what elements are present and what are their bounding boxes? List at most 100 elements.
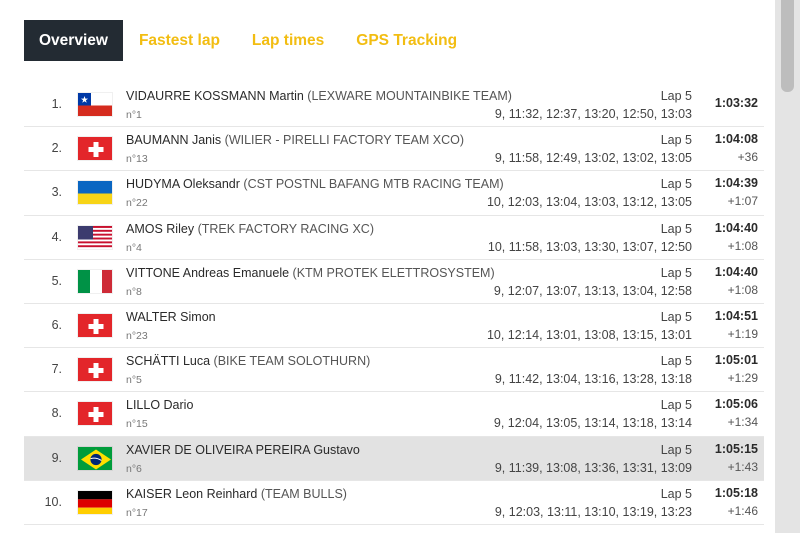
lap-label: Lap 5 <box>660 265 692 280</box>
switzerland-flag <box>77 312 113 338</box>
bib-number: n°15 <box>126 418 148 431</box>
result-row[interactable]: 3. HUDYMA Oleksandr (CST POSTNL BAFANG MT… <box>24 171 764 216</box>
time-gap: +1:08 <box>727 238 758 253</box>
result-row[interactable]: 7. SCHÄTTI Luca (BIKE TEAM SOLOTHURN) n°5 L… <box>24 348 764 393</box>
tab-overview[interactable]: Overview <box>24 20 123 61</box>
time-gap: +1:19 <box>727 326 758 341</box>
rider-line: LILLO Dario <box>126 398 193 412</box>
result-row[interactable]: 5. VITTONE Andreas Emanuele (KTM PROTEK E… <box>24 259 764 304</box>
rider-name[interactable]: LILLO Dario <box>126 398 194 413</box>
time-gap: +1:08 <box>727 282 758 297</box>
results-list: 1. VIDAURRE KOSSMANN Martin (LEXWARE MOUN… <box>24 83 764 525</box>
team-name: (KTM PROTEK ELETTROSYSTEM) <box>292 265 495 280</box>
lap-splits: 9, 11:32, 12:37, 13:20, 12:50, 13:03 <box>494 107 692 121</box>
bib-number: n°13 <box>126 153 148 166</box>
bib-number: n°8 <box>126 285 142 298</box>
result-row[interactable]: 4. AMOS Riley (TREK FACTORY RACING XC) n°4… <box>24 215 764 260</box>
total-time: 1:04:40 <box>714 220 758 235</box>
rider-line: XAVIER DE OLIVEIRA PEREIRA Gustavo <box>126 443 360 457</box>
ukraine-flag <box>77 180 113 206</box>
position-label: 4. <box>51 229 62 244</box>
tab-lap-times[interactable]: Lap times <box>251 31 325 49</box>
position-label: 6. <box>51 317 62 332</box>
tab-gps-tracking[interactable]: GPS Tracking <box>356 31 458 49</box>
result-row[interactable]: 10. KAISER Leon Reinhard (TEAM BULLS) n°17… <box>24 480 764 525</box>
total-time: 1:05:01 <box>714 353 758 368</box>
time-gap: +1:29 <box>727 371 758 386</box>
bib-number: n°23 <box>126 329 148 342</box>
rider-name[interactable]: SCHÄTTI Luca <box>126 354 211 369</box>
lap-splits: 10, 11:58, 13:03, 13:30, 13:07, 12:50 <box>487 239 692 254</box>
result-row[interactable]: 1. VIDAURRE KOSSMANN Martin (LEXWARE MOUN… <box>24 83 764 128</box>
rider-name[interactable]: XAVIER DE OLIVEIRA PEREIRA Gustavo <box>126 442 360 457</box>
total-time: 1:03:32 <box>714 96 758 110</box>
lap-label: Lap 5 <box>660 486 692 501</box>
rider-line: VITTONE Andreas Emanuele (KTM PROTEK ELE… <box>126 266 495 280</box>
total-time: 1:04:39 <box>714 176 758 191</box>
position-label: 7. <box>51 362 62 377</box>
team-name: (CST POSTNL BAFANG MTB RACING TEAM) <box>243 177 504 192</box>
rider-name[interactable]: VIDAURRE KOSSMANN Martin <box>126 89 304 103</box>
bib-number: n°17 <box>126 506 148 519</box>
position-label: 8. <box>51 406 62 421</box>
total-time: 1:05:06 <box>714 397 758 412</box>
lap-splits: 10, 12:14, 13:01, 13:08, 13:15, 13:01 <box>486 327 692 342</box>
rider-name[interactable]: HUDYMA Oleksandr <box>126 177 240 192</box>
position-label: 2. <box>51 141 62 156</box>
lap-label: Lap 5 <box>660 442 692 457</box>
result-row[interactable]: 6. WALTER Simon n°23 Lap 5 10, 12:14, 13:01,… <box>24 303 764 349</box>
lap-splits: 10, 12:03, 13:04, 13:03, 13:12, 13:05 <box>486 195 692 210</box>
position-label: 3. <box>51 185 62 200</box>
scrollbar-thumb[interactable] <box>781 0 794 92</box>
rider-line: WALTER Simon <box>126 310 216 324</box>
rider-line: KAISER Leon Reinhard (TEAM BULLS) <box>126 487 347 501</box>
result-row[interactable]: 2. BAUMANN Janis (WILIER - PIRELLI FACTOR… <box>24 127 764 172</box>
usa-flag <box>77 224 113 250</box>
position-label: 10. <box>44 494 62 509</box>
time-gap: +1:43 <box>727 459 758 474</box>
rider-name[interactable]: KAISER Leon Reinhard <box>126 486 258 501</box>
team-name: (BIKE TEAM SOLOTHURN) <box>213 354 371 369</box>
position-label: 1. <box>51 97 62 111</box>
rider-name[interactable]: BAUMANN Janis <box>126 133 222 148</box>
lap-label: Lap 5 <box>660 89 692 103</box>
rider-line: BAUMANN Janis (WILIER - PIRELLI FACTORY … <box>126 133 464 147</box>
time-gap: +1:46 <box>727 503 758 518</box>
tab-bar: Overview Fastest lap Lap times GPS Track… <box>24 20 473 61</box>
bib-number: n°4 <box>126 241 142 254</box>
rider-line: AMOS Riley (TREK FACTORY RACING XC) <box>126 222 374 236</box>
lap-splits: 9, 11:39, 13:08, 13:36, 13:31, 13:09 <box>494 460 692 475</box>
lap-label: Lap 5 <box>660 398 692 413</box>
lap-splits: 9, 12:04, 13:05, 13:14, 13:18, 13:14 <box>493 416 692 431</box>
team-name: (WILIER - PIRELLI FACTORY TEAM XCO) <box>224 133 465 148</box>
lap-splits: 9, 11:42, 13:04, 13:16, 13:28, 13:18 <box>494 372 692 387</box>
total-time: 1:05:15 <box>714 441 758 456</box>
tab-fastest-lap[interactable]: Fastest lap <box>138 31 220 49</box>
lap-label: Lap 5 <box>660 221 692 236</box>
lap-splits: 9, 12:03, 13:11, 13:10, 13:19, 13:23 <box>494 504 692 519</box>
result-row[interactable]: 9. XAVIER DE OLIVEIRA PEREIRA Gustavo n°6 L… <box>24 436 764 481</box>
lap-label: Lap 5 <box>660 177 692 192</box>
time-gap: +1:07 <box>727 194 758 209</box>
lap-label: Lap 5 <box>660 309 692 324</box>
result-row[interactable]: 8. LILLO Dario n°15 Lap 5 9, 12:04, 13:05, 1… <box>24 392 764 437</box>
bib-number: n°22 <box>126 197 148 210</box>
rider-name[interactable]: AMOS Riley <box>126 221 195 236</box>
switzerland-flag <box>77 401 113 427</box>
scrollbar[interactable] <box>775 0 800 533</box>
rider-name[interactable]: WALTER Simon <box>126 309 216 324</box>
time-gap: +1:34 <box>727 415 758 430</box>
switzerland-flag <box>77 357 113 383</box>
lap-label: Lap 5 <box>660 133 692 148</box>
rider-name[interactable]: VITTONE Andreas Emanuele <box>126 265 290 280</box>
team-name: (LEXWARE MOUNTAINBIKE TEAM) <box>307 89 512 103</box>
lap-splits: 9, 11:58, 12:49, 13:02, 13:02, 13:05 <box>494 151 692 166</box>
rider-line: VIDAURRE KOSSMANN Martin (LEXWARE MOUNTA… <box>126 89 512 103</box>
total-time: 1:04:51 <box>714 308 758 323</box>
italy-flag <box>77 268 113 294</box>
position-label: 5. <box>51 273 62 288</box>
switzerland-flag <box>77 136 113 162</box>
team-name: (TREK FACTORY RACING XC) <box>197 221 374 236</box>
lap-splits: 9, 12:07, 13:07, 13:13, 13:04, 12:58 <box>493 283 692 298</box>
team-name: (TEAM BULLS) <box>260 486 347 501</box>
